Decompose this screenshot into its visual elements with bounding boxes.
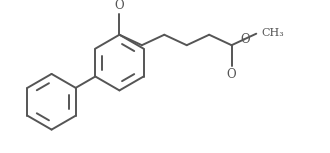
Text: O: O — [240, 33, 250, 46]
Text: CH₃: CH₃ — [261, 28, 284, 38]
Text: O: O — [115, 0, 124, 12]
Text: O: O — [227, 68, 236, 81]
